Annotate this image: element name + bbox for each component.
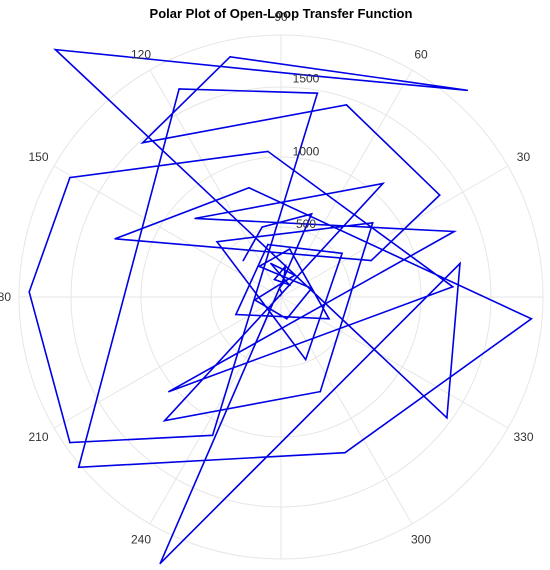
data-point — [178, 88, 180, 90]
data-point — [319, 390, 322, 393]
theta-tick-label: 330 — [513, 430, 533, 444]
data-point — [328, 318, 330, 320]
data-point — [248, 187, 250, 189]
data-point — [294, 274, 296, 277]
plot-area — [28, 48, 533, 565]
data-point — [77, 466, 80, 469]
data-point — [282, 282, 285, 285]
data-point — [466, 89, 469, 92]
data-point — [69, 441, 71, 444]
data-point — [341, 252, 343, 255]
theta-tick-label: 300 — [411, 532, 431, 546]
data-point — [159, 562, 161, 565]
theta-tick-label: 240 — [131, 532, 151, 546]
data-point — [459, 262, 461, 265]
data-point — [54, 48, 57, 51]
theta-tick-label: 150 — [28, 150, 48, 164]
data-point — [345, 104, 348, 106]
data-point — [273, 278, 276, 281]
data-point — [211, 434, 214, 437]
data-point — [229, 56, 231, 58]
data-point — [281, 292, 283, 294]
data-point — [267, 150, 269, 153]
data-point — [370, 259, 373, 262]
theta-tick-label: 210 — [28, 430, 48, 444]
data-point — [261, 226, 263, 228]
data-point — [267, 243, 269, 246]
grid-spoke — [53, 296, 282, 429]
data-point — [279, 295, 282, 297]
theta-tick-label: 30 — [517, 150, 531, 164]
data-point — [254, 299, 256, 301]
data-point — [382, 182, 384, 185]
data-point — [310, 213, 313, 215]
grid-spoke — [149, 69, 282, 298]
grid-spoke — [53, 165, 282, 298]
theta-tick-label: 120 — [131, 48, 151, 62]
polar-grid — [18, 34, 544, 560]
r-tick-label: 1500 — [293, 72, 320, 86]
data-point — [278, 287, 281, 290]
grid-spoke — [280, 69, 413, 298]
transfer-function-trace — [28, 48, 533, 564]
data-point — [530, 318, 533, 320]
data-point — [114, 238, 116, 240]
theta-tick-label: 180 — [0, 290, 11, 304]
data-point — [371, 222, 374, 224]
data-point — [141, 141, 144, 144]
grid-spoke — [280, 296, 413, 525]
chart-title: Polar Plot of Open-Loop Transfer Functio… — [150, 6, 413, 21]
data-point — [286, 318, 288, 320]
data-point — [69, 176, 71, 179]
data-point — [163, 419, 166, 422]
data-point — [452, 286, 454, 288]
data-point — [284, 265, 287, 268]
data-point — [446, 417, 448, 419]
data-point — [453, 230, 456, 233]
data-point — [288, 248, 291, 250]
data-point — [235, 313, 237, 316]
data-point — [216, 240, 218, 243]
axis-labels: 0306090120150180210240270300330500100015… — [0, 10, 534, 546]
r-tick-label: 500 — [296, 217, 316, 231]
data-point — [168, 390, 170, 393]
data-point — [242, 259, 244, 262]
r-tick-label: 1000 — [293, 144, 320, 158]
theta-tick-label: 60 — [414, 48, 428, 62]
data-point — [258, 265, 261, 268]
data-point — [194, 217, 196, 220]
data-point — [438, 194, 441, 196]
data-point — [288, 283, 290, 286]
grid-spoke — [280, 165, 509, 298]
data-point — [312, 75, 314, 77]
data-point — [270, 262, 272, 265]
data-point — [344, 451, 346, 454]
data-point — [304, 358, 307, 361]
theta-tick-label: 90 — [274, 10, 288, 24]
data-point — [316, 92, 319, 94]
data-point — [28, 291, 31, 293]
data-point — [310, 287, 313, 290]
